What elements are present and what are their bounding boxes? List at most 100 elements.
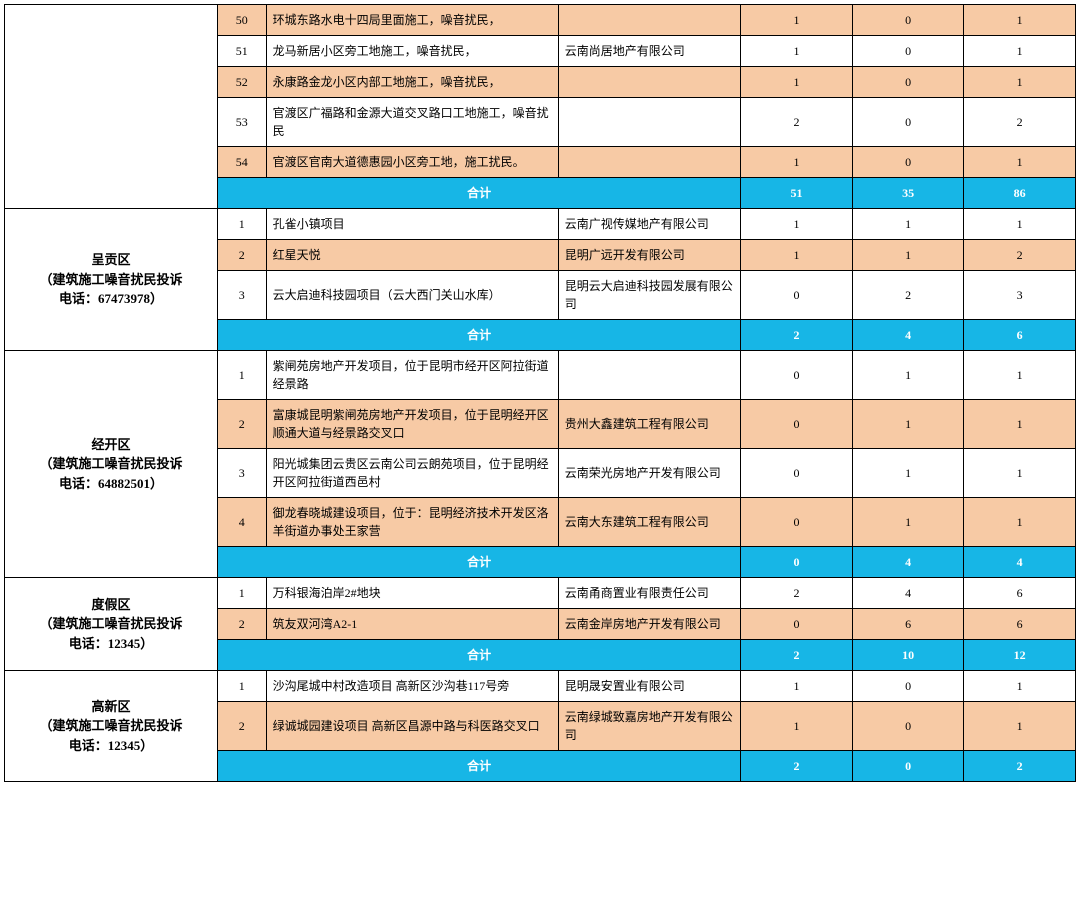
subtotal-n2: 4 [852,320,964,351]
row-n1: 1 [741,240,853,271]
row-index: 2 [217,240,266,271]
row-index: 52 [217,67,266,98]
subtotal-n3: 6 [964,320,1076,351]
row-n1: 1 [741,702,853,751]
row-n2: 6 [852,609,964,640]
row-n2: 0 [852,671,964,702]
row-desc: 绿诚城园建设项目 高新区昌源中路与科医路交叉口 [266,702,558,751]
row-n3: 3 [964,271,1076,320]
row-n3: 1 [964,702,1076,751]
row-index: 54 [217,147,266,178]
row-n3: 1 [964,449,1076,498]
region-cell: 呈贡区（建筑施工噪音扰民投诉电话：67473978） [5,209,218,351]
row-n3: 1 [964,498,1076,547]
row-n1: 1 [741,67,853,98]
row-n1: 1 [741,209,853,240]
table-row: 呈贡区（建筑施工噪音扰民投诉电话：67473978）1孔雀小镇项目云南广视传媒地… [5,209,1076,240]
region-line: （建筑施工噪音扰民投诉 [9,270,213,290]
row-desc: 孔雀小镇项目 [266,209,558,240]
subtotal-n1: 0 [741,547,853,578]
row-n3: 6 [964,609,1076,640]
row-n1: 0 [741,351,853,400]
row-index: 3 [217,449,266,498]
row-n3: 1 [964,209,1076,240]
row-n3: 2 [964,98,1076,147]
row-n1: 1 [741,147,853,178]
subtotal-n1: 2 [741,751,853,782]
row-n2: 1 [852,351,964,400]
row-n3: 2 [964,240,1076,271]
row-desc: 万科银海泊岸2#地块 [266,578,558,609]
table-row: 经开区（建筑施工噪音扰民投诉电话：64882501）1紫闸苑房地产开发项目，位于… [5,351,1076,400]
row-company [558,351,741,400]
region-line: （建筑施工噪音扰民投诉 [9,454,213,474]
region-cell: 高新区（建筑施工噪音扰民投诉电话：12345） [5,671,218,782]
region-line: 高新区 [9,697,213,717]
row-index: 1 [217,209,266,240]
row-n1: 2 [741,578,853,609]
row-n2: 1 [852,498,964,547]
row-desc: 筑友双河湾A2-1 [266,609,558,640]
row-desc: 永康路金龙小区内部工地施工，噪音扰民， [266,67,558,98]
row-desc: 官渡区官南大道德惠园小区旁工地，施工扰民。 [266,147,558,178]
row-n2: 0 [852,702,964,751]
row-company: 云南广视传媒地产有限公司 [558,209,741,240]
subtotal-label: 合计 [217,751,740,782]
complaints-table: 50环城东路水电十四局里面施工，噪音扰民，10151龙马新居小区旁工地施工，噪音… [4,4,1076,782]
row-company: 云南甬商置业有限责任公司 [558,578,741,609]
row-index: 1 [217,671,266,702]
row-desc: 环城东路水电十四局里面施工，噪音扰民， [266,5,558,36]
row-company: 贵州大鑫建筑工程有限公司 [558,400,741,449]
row-n1: 0 [741,271,853,320]
row-n2: 2 [852,271,964,320]
subtotal-label: 合计 [217,178,740,209]
row-index: 4 [217,498,266,547]
subtotal-label: 合计 [217,320,740,351]
row-n1: 1 [741,36,853,67]
row-n2: 0 [852,147,964,178]
row-index: 50 [217,5,266,36]
region-line: 电话：64882501） [9,474,213,494]
row-desc: 红星天悦 [266,240,558,271]
table-row: 50环城东路水电十四局里面施工，噪音扰民，101 [5,5,1076,36]
row-n2: 1 [852,400,964,449]
row-n2: 4 [852,578,964,609]
row-desc: 云大启迪科技园项目（云大西门关山水库） [266,271,558,320]
row-n2: 1 [852,240,964,271]
region-cell-empty [5,5,218,209]
row-company [558,98,741,147]
row-index: 2 [217,702,266,751]
region-line: 经开区 [9,435,213,455]
row-index: 3 [217,271,266,320]
row-n3: 1 [964,351,1076,400]
row-company: 云南绿城致嘉房地产开发有限公司 [558,702,741,751]
region-line: 呈贡区 [9,250,213,270]
subtotal-n3: 2 [964,751,1076,782]
row-company: 昆明云大启迪科技园发展有限公司 [558,271,741,320]
row-desc: 官渡区广福路和金源大道交叉路口工地施工，噪音扰民 [266,98,558,147]
row-desc: 富康城昆明紫闸苑房地产开发项目，位于昆明经开区顺通大道与经景路交叉口 [266,400,558,449]
row-company: 昆明广远开发有限公司 [558,240,741,271]
subtotal-n1: 2 [741,320,853,351]
row-n3: 1 [964,5,1076,36]
row-n2: 1 [852,449,964,498]
subtotal-n1: 51 [741,178,853,209]
row-n3: 1 [964,67,1076,98]
row-company: 云南金岸房地产开发有限公司 [558,609,741,640]
row-company: 云南大东建筑工程有限公司 [558,498,741,547]
row-index: 2 [217,400,266,449]
subtotal-label: 合计 [217,547,740,578]
row-n2: 1 [852,209,964,240]
region-line: 电话：12345） [9,736,213,756]
row-n2: 0 [852,67,964,98]
row-company: 昆明晟安置业有限公司 [558,671,741,702]
row-n1: 0 [741,498,853,547]
subtotal-n2: 0 [852,751,964,782]
subtotal-n2: 10 [852,640,964,671]
row-desc: 沙沟尾城中村改造项目 高新区沙沟巷117号旁 [266,671,558,702]
row-n3: 6 [964,578,1076,609]
row-n1: 0 [741,449,853,498]
region-cell: 经开区（建筑施工噪音扰民投诉电话：64882501） [5,351,218,578]
subtotal-n3: 4 [964,547,1076,578]
row-company [558,147,741,178]
